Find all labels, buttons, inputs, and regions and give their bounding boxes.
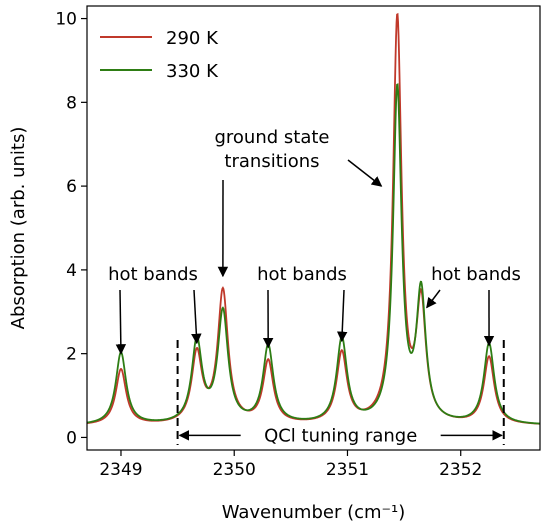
annotation-label: hot bands [257,264,347,285]
legend-label: 330 K [166,61,219,82]
series-line-2 [87,83,540,425]
legend: 290 K 330 K [100,28,219,82]
annotation-arrow [347,159,383,187]
x-tick-label: 2349 [99,460,142,480]
tuning-range-marker: QCl tuning range [176,340,505,446]
x-axis-title: Wavenumber (cm⁻¹) [222,502,406,523]
range-label: QCl tuning range [264,425,417,446]
y-axis: 0 2 4 6 8 10 [55,10,87,448]
annotation-label: transitions [224,151,319,172]
y-tick-label: 6 [66,177,77,197]
x-tick-label: 2352 [439,460,482,480]
annotations: hot bands hot bands hot bands ground state t… [108,127,521,355]
plot-area [86,5,541,451]
series-lines [87,12,540,425]
y-tick-label: 10 [55,10,77,30]
annotation-label: hot bands [108,264,198,285]
x-tick-label: 2351 [326,460,369,480]
y-tick-label: 4 [66,261,77,281]
y-axis-title: Absorption (arb. units) [8,127,29,330]
y-tick-label: 8 [66,93,77,113]
annotation-label: hot bands [431,264,521,285]
annotation-arrow [426,289,441,309]
annotation-arrow [336,289,348,343]
legend-label: 290 K [166,28,219,49]
x-tick-label: 2350 [213,460,256,480]
x-axis: 2349 2350 2351 2352 [99,450,482,480]
plot-frame [86,5,541,451]
annotation-arrow [115,289,127,355]
y-tick-label: 2 [66,345,77,365]
annotation-label: ground state [214,127,329,148]
y-tick-label: 0 [66,428,77,448]
series-line-1 [87,12,540,425]
annotation-arrow [191,289,202,345]
